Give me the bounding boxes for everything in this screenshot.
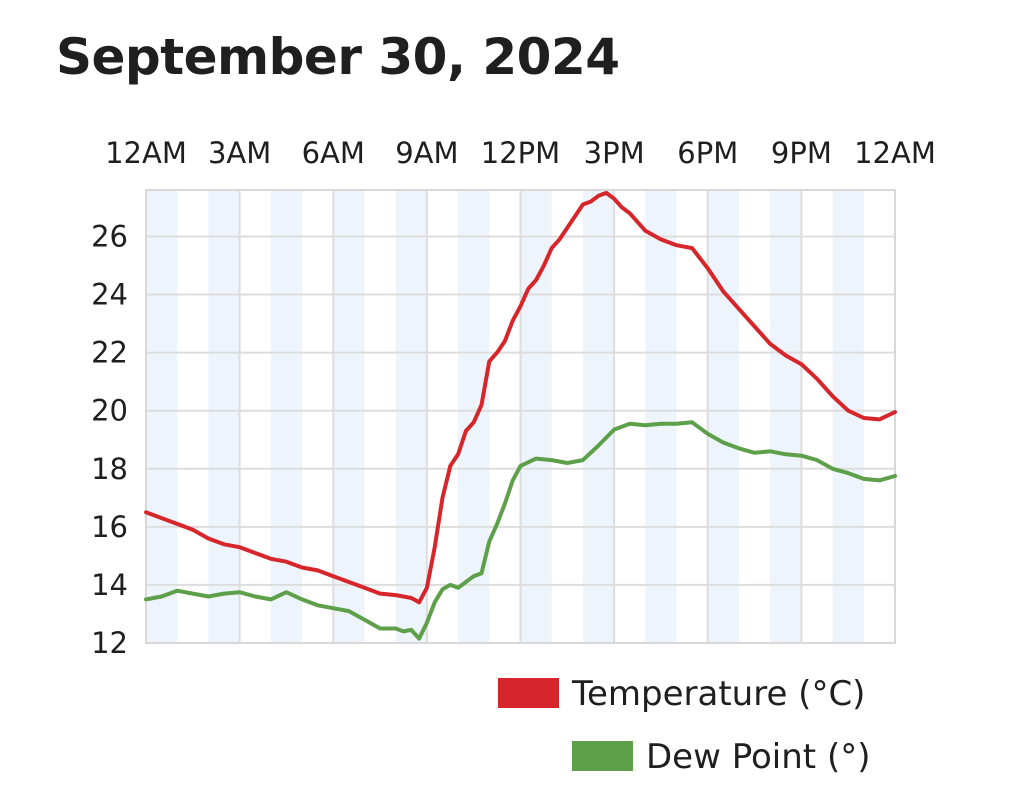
plot-border xyxy=(145,189,896,644)
x-tick-label: 6PM xyxy=(677,136,738,170)
background-band xyxy=(395,190,427,643)
y-axis-ticks: 12 14 16 18 20 22 24 26 xyxy=(91,219,128,660)
x-tick-label: 6AM xyxy=(302,136,365,170)
background-band xyxy=(146,190,178,643)
temperature-line xyxy=(144,190,897,605)
y-tick-label: 16 xyxy=(91,510,128,544)
background-band xyxy=(333,190,365,643)
y-tick-label: 26 xyxy=(91,219,128,253)
y-tick-label: 22 xyxy=(91,336,128,370)
y-tick-label: 18 xyxy=(91,452,128,486)
legend-swatch xyxy=(572,741,633,771)
y-tick-label: 20 xyxy=(91,394,128,428)
background-band xyxy=(582,190,615,643)
legend: Temperature (°C) Dew Point (°) xyxy=(498,674,870,777)
background-band xyxy=(270,190,303,643)
chart-title: September 30, 2024 xyxy=(56,28,620,86)
background-band xyxy=(208,190,240,643)
x-tick-label: 9PM xyxy=(771,136,832,170)
x-tick-label: 12AM xyxy=(105,136,187,170)
background-band xyxy=(520,190,552,643)
background-band xyxy=(645,190,677,643)
x-tick-label: 12PM xyxy=(481,136,560,170)
x-tick-label: 9AM xyxy=(395,136,458,170)
x-axis-ticks: 12AM 3AM 6AM 9AM 12PM 3PM 6PM 9PM 12AM xyxy=(105,136,936,170)
x-tick-label: 3PM xyxy=(584,136,645,170)
y-tick-label: 24 xyxy=(91,278,128,312)
legend-swatch xyxy=(498,678,559,708)
y-tick-label: 14 xyxy=(91,568,128,602)
background-band xyxy=(770,190,802,643)
legend-label: Temperature (°C) xyxy=(571,674,865,714)
legend-label: Dew Point (°) xyxy=(646,737,870,777)
series-lines xyxy=(144,190,897,641)
x-tick-label: 3AM xyxy=(208,136,271,170)
y-tick-label: 12 xyxy=(91,626,128,660)
dew-point-line xyxy=(144,420,897,641)
x-tick-label: 12AM xyxy=(854,136,936,170)
background-band xyxy=(707,190,739,643)
